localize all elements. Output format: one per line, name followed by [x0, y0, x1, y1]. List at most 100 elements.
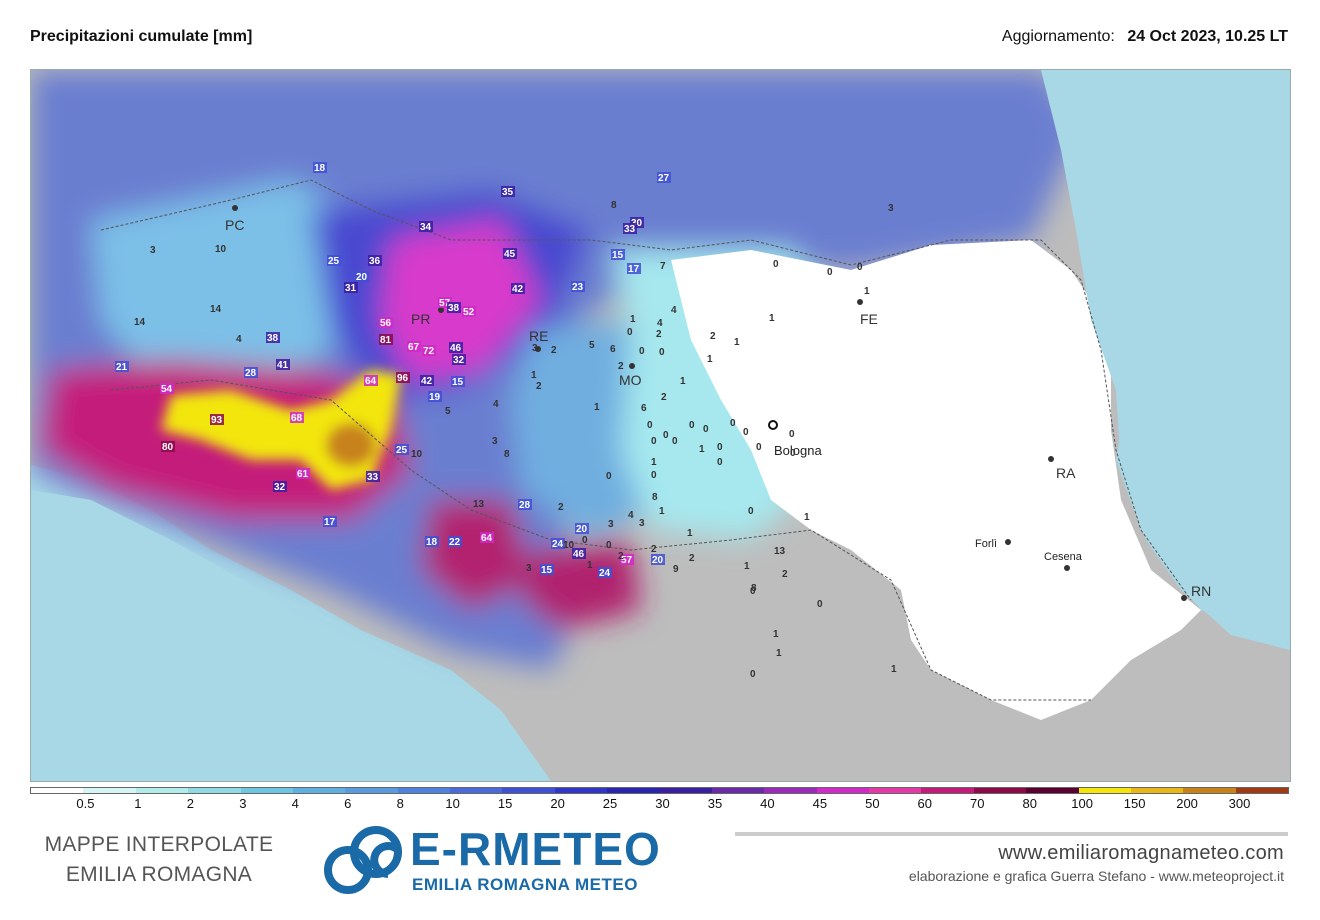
station-value: 61 [297, 469, 309, 480]
footer-caption-line1: MAPPE INTERPOLATE [44, 833, 274, 856]
station-value: 80 [162, 442, 174, 453]
legend-swatch [397, 788, 450, 793]
station-value: 3 [608, 519, 614, 530]
city-label-forli: Forlì [975, 538, 997, 550]
station-value: 7 [660, 261, 666, 272]
station-value: 1 [744, 561, 750, 572]
legend-label: 35 [707, 796, 723, 811]
legend-label: 2 [186, 796, 194, 811]
station-badge [598, 567, 612, 578]
station-value: 13 [774, 546, 786, 557]
station-value: 19 [429, 392, 441, 403]
legend-label: 45 [812, 796, 828, 811]
station-badge [296, 468, 310, 479]
station-value: 0 [750, 669, 756, 680]
station-value: 15 [612, 250, 624, 261]
station-value: 22 [449, 537, 461, 548]
city-dot [535, 346, 541, 352]
station-value: 2 [710, 331, 716, 342]
station-value: 0 [756, 442, 762, 453]
station-value: 1 [864, 286, 870, 297]
legend-swatch [764, 788, 817, 793]
station-value: 21 [116, 362, 128, 373]
station-badge [551, 538, 565, 549]
station-value: 0 [748, 506, 754, 517]
station-badge [438, 297, 452, 308]
station-badge [422, 345, 436, 356]
station-value: 38 [267, 333, 279, 344]
station-value: 0 [647, 420, 653, 431]
legend-swatch [345, 788, 398, 793]
city-label-cesena: Cesena [1044, 551, 1083, 563]
legend-label: 40 [760, 796, 775, 811]
station-value: 1 [531, 370, 537, 381]
station-value: 33 [624, 224, 636, 235]
station-value: 4 [628, 510, 634, 521]
legend-swatch [1235, 788, 1288, 793]
update-value: 24 Oct 2023, 10.25 LT [1127, 28, 1288, 45]
station-value: 68 [291, 413, 303, 424]
station-badge [447, 302, 461, 313]
station-value: 0 [703, 424, 709, 435]
legend-swatch [659, 788, 712, 793]
station-badge [501, 186, 515, 197]
station-value: 0 [730, 418, 736, 429]
city-dot [1064, 565, 1070, 571]
station-value: 15 [452, 377, 464, 388]
station-value: 54 [161, 384, 173, 395]
station-value: 0 [651, 436, 657, 447]
station-badge [290, 412, 304, 423]
station-value: 1 [659, 506, 665, 517]
station-badge [407, 341, 421, 352]
station-value: 57 [439, 298, 451, 309]
legend-label: 30 [655, 796, 670, 811]
logo-wordmark: E-RMETEO [410, 823, 661, 875]
station-value: 4 [493, 399, 499, 410]
station-value: 6 [641, 403, 647, 414]
city-label-rn: RN [1191, 583, 1211, 599]
legend-swatch [31, 788, 84, 793]
station-value: 5 [445, 406, 451, 417]
station-value: 0 [773, 259, 779, 270]
station-value: 0 [789, 429, 795, 440]
legend-label: 70 [970, 796, 985, 811]
station-value: 1 [734, 337, 740, 348]
legend-colorbar [30, 787, 1289, 794]
station-value: 3 [150, 245, 156, 256]
station-value: 1 [804, 512, 810, 523]
station-value: 1 [891, 664, 897, 675]
legend-label: 6 [344, 796, 352, 811]
station-value: 31 [345, 283, 357, 294]
station-value: 0 [663, 430, 669, 441]
station-value: 2 [558, 502, 564, 513]
station-value: 8 [611, 200, 617, 211]
station-value: 93 [211, 415, 223, 426]
station-value: 96 [397, 373, 409, 384]
station-badge [379, 334, 393, 345]
station-value: 4 [671, 305, 677, 316]
city-dot [1048, 456, 1054, 462]
station-value: 18 [314, 163, 326, 174]
station-value: 34 [420, 222, 432, 233]
station-badge [364, 375, 378, 386]
footer-url[interactable]: www.emiliaromagnameteo.com [998, 842, 1284, 864]
station-value: 0 [606, 471, 612, 482]
station-value: 1 [651, 457, 657, 468]
station-value: 1 [707, 354, 713, 365]
station-badge [379, 317, 393, 328]
station-value: 2 [689, 553, 695, 564]
station-badge [344, 282, 358, 293]
dry-area [671, 240, 1201, 720]
station-badge [419, 221, 433, 232]
station-badge [395, 444, 409, 455]
precipitation-map: PC PR RE MO FE Bologna RA Forlì Cesena R… [30, 69, 1291, 782]
footer-caption: MAPPE INTERPOLATE EMILIA ROMAGNA [34, 830, 284, 890]
city-markers: PC PR RE MO FE Bologna RA Forlì Cesena R… [225, 205, 1211, 601]
station-value: 8 [751, 583, 757, 594]
footer-divider [735, 832, 1288, 836]
legend-swatch [816, 788, 869, 793]
station-badge [266, 332, 280, 343]
legend-label: 100 [1071, 796, 1094, 811]
station-badge [575, 523, 589, 534]
station-value: 4 [236, 334, 242, 345]
